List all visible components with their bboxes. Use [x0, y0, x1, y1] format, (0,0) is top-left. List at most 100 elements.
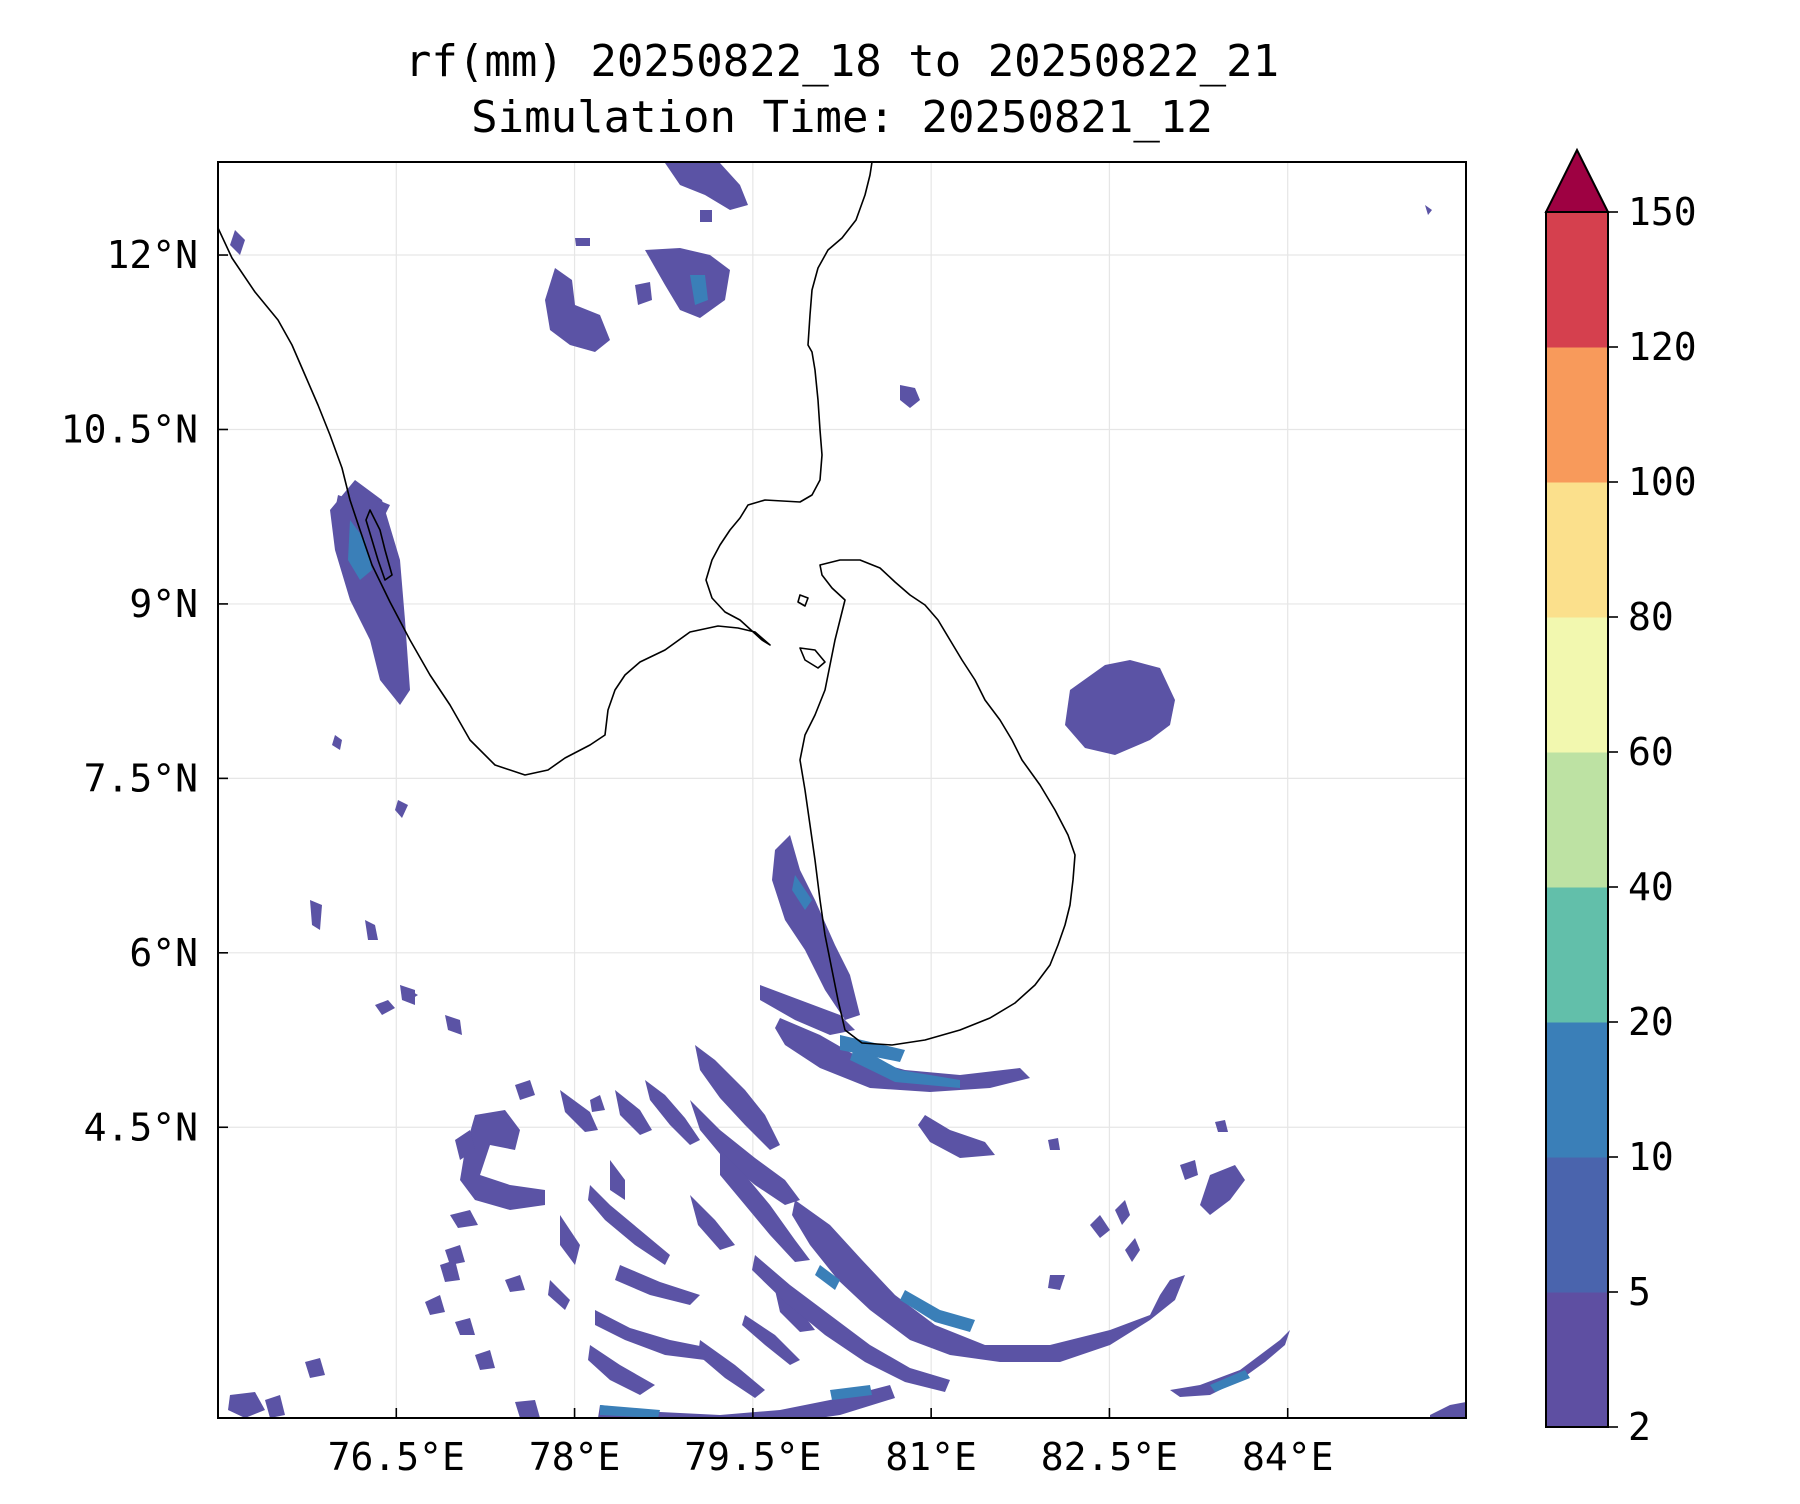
colorbar-segment: [1546, 482, 1608, 618]
rain-patch: [445, 1245, 465, 1265]
srilanka-coastline: [799, 559, 1076, 1046]
rain-patch: [900, 385, 920, 408]
colorbar-tick-label: 100: [1628, 460, 1697, 504]
colorbar-segment: [1546, 887, 1608, 1023]
rain-patch: [455, 1318, 475, 1335]
colorbar-segment: [1546, 212, 1608, 348]
rain-patch: [515, 1400, 540, 1418]
colorbar-tick-label: 60: [1628, 730, 1674, 774]
rain-patch: [400, 985, 418, 1000]
rain-patch: [698, 1340, 765, 1398]
rain-patch: [575, 238, 590, 246]
rain-patch: [742, 1315, 800, 1365]
rain-patch: [332, 735, 342, 750]
chart-title-line2: Simulation Time: 20250821_12: [471, 92, 1213, 143]
coastline: [218, 162, 1076, 1046]
rain-patch: [1215, 1120, 1228, 1132]
colorbar-segment: [1546, 347, 1608, 483]
rain-patch: [690, 275, 708, 305]
rain-patch: [375, 500, 390, 515]
chart-title-line1: rf(mm) 20250822_18 to 20250822_21: [405, 36, 1279, 87]
rain-patch: [228, 1392, 265, 1418]
colorbar-segment: [1546, 752, 1608, 888]
rain-patch: [455, 1130, 475, 1160]
x-axis: 76.5°E 78°E 79.5°E 81°E 82.5°E 84°E: [328, 1408, 1334, 1479]
rain-patch: [615, 1265, 700, 1305]
x-tick-label: 84°E: [1242, 1435, 1334, 1479]
colorbar-tick-label: 80: [1628, 595, 1674, 639]
rain-patch: [850, 1045, 960, 1088]
y-tick-label: 9°N: [129, 582, 198, 626]
map-area: [218, 162, 1466, 1418]
rain-patch: [610, 1160, 625, 1200]
y-tick-label: 7.5°N: [84, 756, 198, 800]
rain-patch: [775, 1018, 1030, 1092]
x-tick-label: 76.5°E: [328, 1435, 465, 1479]
colorbar-tick-label: 120: [1628, 325, 1697, 369]
colorbar-extend-arrow: [1544, 147, 1610, 213]
rain-patch: [588, 1185, 670, 1265]
rain-patch: [690, 1195, 735, 1250]
rain-patch: [1125, 1238, 1140, 1262]
rain-patch: [830, 1385, 872, 1400]
rain-patch: [1210, 1370, 1250, 1392]
rain-patch: [230, 230, 245, 255]
rain-patch: [1115, 1200, 1130, 1225]
rain-patch: [335, 495, 352, 515]
colorbar-tick-label: 10: [1628, 1135, 1674, 1179]
y-tick-label: 10.5°N: [61, 407, 198, 451]
rain-patch: [700, 210, 712, 222]
map-background: [218, 162, 1466, 1418]
rain-patch: [595, 1310, 710, 1360]
colorbar-segment: [1546, 1157, 1608, 1293]
colorbar-tick-label: 150: [1628, 190, 1697, 234]
rain-patch: [545, 268, 610, 352]
x-tick-label: 81°E: [885, 1435, 977, 1479]
rain-patch: [265, 1395, 285, 1418]
rain-patch: [395, 800, 408, 818]
rain-patch: [310, 900, 322, 930]
rain-patch: [1425, 205, 1432, 215]
x-tick-label: 79.5°E: [684, 1435, 821, 1479]
rain-patch: [645, 248, 730, 318]
rain-patch: [792, 1200, 1185, 1362]
x-tick-label: 78°E: [529, 1435, 621, 1479]
colorbar-segment: [1546, 617, 1608, 753]
rain-patch: [695, 1045, 780, 1150]
rain-patch: [1048, 1138, 1060, 1150]
rain-patch: [445, 1015, 462, 1035]
rain-patch: [588, 1345, 655, 1395]
kerala-backwater: [365, 509, 393, 581]
india-coastline: [218, 162, 873, 776]
rain-patch: [475, 1350, 495, 1370]
rain-patch: [560, 1090, 598, 1132]
rain-patch: [752, 1255, 950, 1392]
x-tick-label: 82.5°E: [1041, 1435, 1178, 1479]
rain-patch: [600, 1405, 660, 1418]
colorbar-tick-label: 40: [1628, 865, 1674, 909]
colorbar-segment: [1546, 1022, 1608, 1158]
y-tick-label: 6°N: [129, 931, 198, 975]
rainfall-fill-medium: [348, 275, 1250, 1418]
rain-patch: [645, 1080, 700, 1145]
rain-patch: [1200, 1165, 1245, 1215]
y-tick-label: 12°N: [106, 233, 198, 277]
rain-patch: [720, 1150, 810, 1262]
rain-patch: [815, 1265, 840, 1290]
mannar-island: [799, 647, 826, 669]
y-tick-label: 4.5°N: [84, 1105, 198, 1149]
rain-patch: [1048, 1275, 1065, 1290]
rain-patch: [615, 1090, 652, 1135]
rain-patch: [365, 920, 378, 940]
colorbar-frame: [1545, 211, 1609, 1428]
jaffna-islet: [797, 594, 809, 607]
colorbar-tick-label: 5: [1628, 1270, 1651, 1314]
gridlines: [218, 162, 1466, 1418]
colorbar-tick-label: 2: [1628, 1405, 1651, 1449]
rain-patch: [918, 1115, 995, 1158]
rain-patch: [515, 1080, 535, 1100]
colorbar-tick-label: 20: [1628, 1000, 1674, 1044]
rain-patch: [598, 1385, 895, 1418]
rain-patch: [1090, 1215, 1110, 1238]
